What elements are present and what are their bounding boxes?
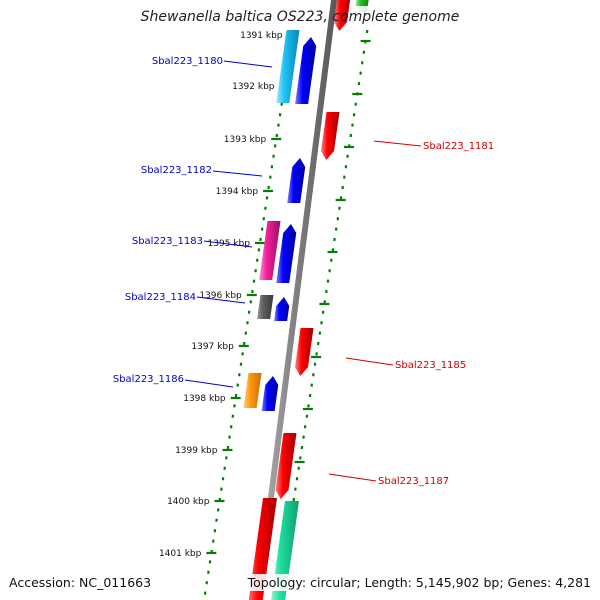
gene-label: Sbal223_1183 xyxy=(132,236,203,247)
gene-feature xyxy=(259,221,281,280)
gene-feature xyxy=(287,158,306,203)
gene-feature xyxy=(261,376,279,411)
tick-label: 1397 kbp xyxy=(191,342,234,352)
genome-summary: Topology: circular; Length: 5,145,902 bp… xyxy=(245,574,593,591)
gene-feature xyxy=(355,0,369,6)
gene-label-leader xyxy=(345,357,394,366)
gene-label-leader xyxy=(196,296,246,304)
tick-label: 1392 kbp xyxy=(232,82,275,92)
tick-label: 1399 kbp xyxy=(175,446,218,456)
gene-feature xyxy=(257,295,274,319)
tick-label: 1400 kbp xyxy=(167,497,210,507)
gene-label-leader xyxy=(223,60,273,68)
gene-label: Sbal223_1180 xyxy=(152,56,223,67)
tick-label: 1394 kbp xyxy=(216,187,259,197)
tick-label: 1398 kbp xyxy=(183,394,226,404)
gene-feature xyxy=(274,297,290,321)
tick-label: 1391 kbp xyxy=(240,31,283,41)
gene-feature xyxy=(276,224,297,283)
gene-label-leader xyxy=(212,170,263,177)
gene-feature xyxy=(295,328,314,376)
gene-label-leader xyxy=(184,379,234,388)
gene-label: Sbal223_1185 xyxy=(395,360,466,371)
gene-label: Sbal223_1182 xyxy=(141,165,212,176)
gene-label-leader xyxy=(373,140,422,147)
gene-feature xyxy=(243,373,262,408)
accession-label: Accession: NC_011663 xyxy=(7,574,154,591)
gene-label: Sbal223_1186 xyxy=(113,374,184,385)
gene-feature xyxy=(295,37,317,104)
genome-backbone xyxy=(254,0,337,600)
gene-feature xyxy=(275,433,297,499)
tick-label: 1393 kbp xyxy=(224,135,267,145)
map-title: Shewanella baltica OS223, complete genom… xyxy=(140,9,460,25)
gene-feature xyxy=(334,0,351,31)
tick-label: 1401 kbp xyxy=(159,549,202,559)
gene-feature xyxy=(321,112,340,160)
gene-label-leader xyxy=(203,240,253,248)
tick-label: 1396 kbp xyxy=(199,291,242,301)
gene-label: Sbal223_1187 xyxy=(378,476,449,487)
gene-feature xyxy=(276,30,300,103)
gene-label: Sbal223_1184 xyxy=(125,292,196,303)
gene-label: Sbal223_1181 xyxy=(423,141,494,152)
gene-label-group: Sbal223_1180 Sbal223_1182 Sbal223_1183 Sbal… xyxy=(113,56,494,487)
gene-label-leader xyxy=(328,473,377,482)
